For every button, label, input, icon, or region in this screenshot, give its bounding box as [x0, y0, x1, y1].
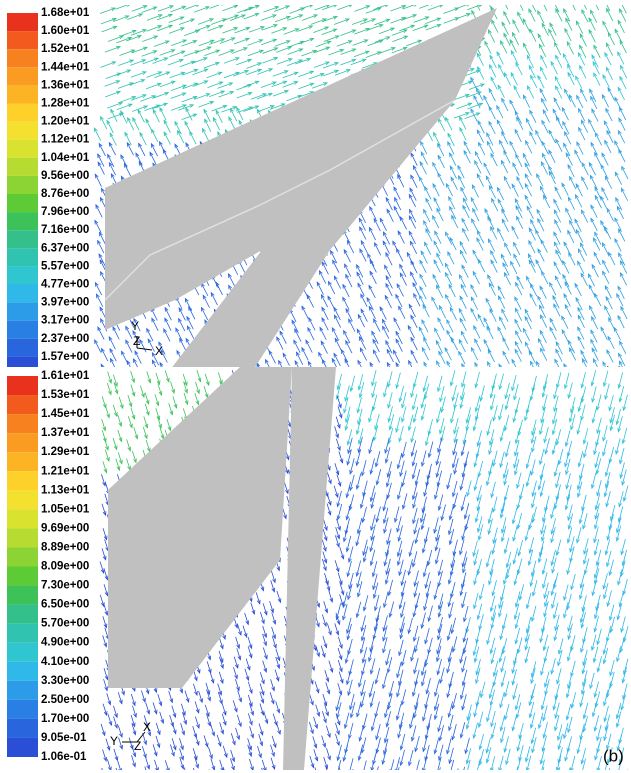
color-swatch	[7, 248, 38, 266]
color-swatch	[7, 104, 38, 122]
legend-label: 2.37e+00	[41, 333, 89, 345]
color-swatch	[7, 339, 38, 357]
panel-b: 1.61e+011.53e+011.45e+011.37e+011.29e+01…	[0, 367, 631, 773]
color-swatch	[7, 321, 38, 339]
legend-label: 1.44e+01	[41, 61, 90, 73]
panel-a: 1.68e+01 1.60e+01 1.52e+01 1.44e+01 1.36e+01…	[0, 0, 631, 388]
legend-label: 9.56e+00	[41, 170, 89, 182]
arrow-head	[530, 0, 533, 3]
color-swatch	[7, 49, 38, 67]
arrow-head	[592, 0, 595, 2]
legend-label: 1.20e+01	[41, 116, 90, 128]
arrow-head	[580, 0, 583, 1]
legend-label: 7.96e+00	[41, 206, 89, 218]
arrow-head	[620, 1, 623, 5]
legend-label: 1.04e+01	[41, 152, 90, 164]
legend-label: 1.57e+00	[41, 351, 89, 363]
color-swatch	[7, 31, 38, 49]
arrow-head	[474, 0, 477, 2]
legend-label: 8.76e+00	[41, 188, 89, 200]
color-swatch	[7, 230, 38, 248]
legend-label: 5.57e+00	[41, 260, 89, 272]
color-swatch	[7, 122, 38, 140]
color-swatch	[7, 13, 38, 31]
arrow-head	[603, 0, 606, 2]
legend-label: 7.16e+00	[41, 224, 89, 236]
color-swatch	[7, 266, 38, 284]
axis-label: Z	[133, 334, 140, 348]
color-swatch	[7, 194, 38, 212]
legend-label: 1.36e+01	[41, 79, 90, 91]
legend-label: 4.77e+00	[41, 279, 89, 291]
legend-label: 3.17e+00	[41, 315, 89, 327]
color-swatch	[7, 176, 38, 194]
legend-label: 1.52e+01	[41, 43, 90, 55]
arrow-head	[486, 0, 489, 3]
arrow-head	[553, 0, 556, 4]
legend-label: 1.12e+01	[41, 134, 90, 146]
color-swatch	[7, 303, 38, 321]
axis-label: Y	[131, 319, 139, 333]
axis-label: X	[155, 344, 163, 358]
arrow-head	[502, 0, 505, 1]
arrow-head	[569, 0, 572, 2]
legend-label: 1.60e+01	[41, 25, 90, 37]
legend-label: 3.97e+00	[41, 297, 89, 309]
color-swatch	[7, 285, 38, 303]
figure: 1.68e+01 1.60e+01 1.52e+01 1.44e+01 1.36e+01…	[0, 0, 631, 773]
color-swatch	[7, 85, 38, 103]
color-swatch	[7, 158, 38, 176]
arrow-head	[541, 0, 544, 3]
color-swatch	[7, 67, 38, 85]
arrow-head	[517, 0, 520, 2]
legend-label: 1.28e+01	[41, 98, 90, 110]
color-swatch	[7, 140, 38, 158]
legend-label: 1.68e+01	[41, 7, 90, 19]
color-swatch	[7, 212, 38, 230]
legend-label: 6.37e+00	[41, 242, 89, 254]
legend: 1.68e+01 1.60e+01 1.52e+01 1.44e+01 1.36e+01…	[7, 7, 90, 381]
